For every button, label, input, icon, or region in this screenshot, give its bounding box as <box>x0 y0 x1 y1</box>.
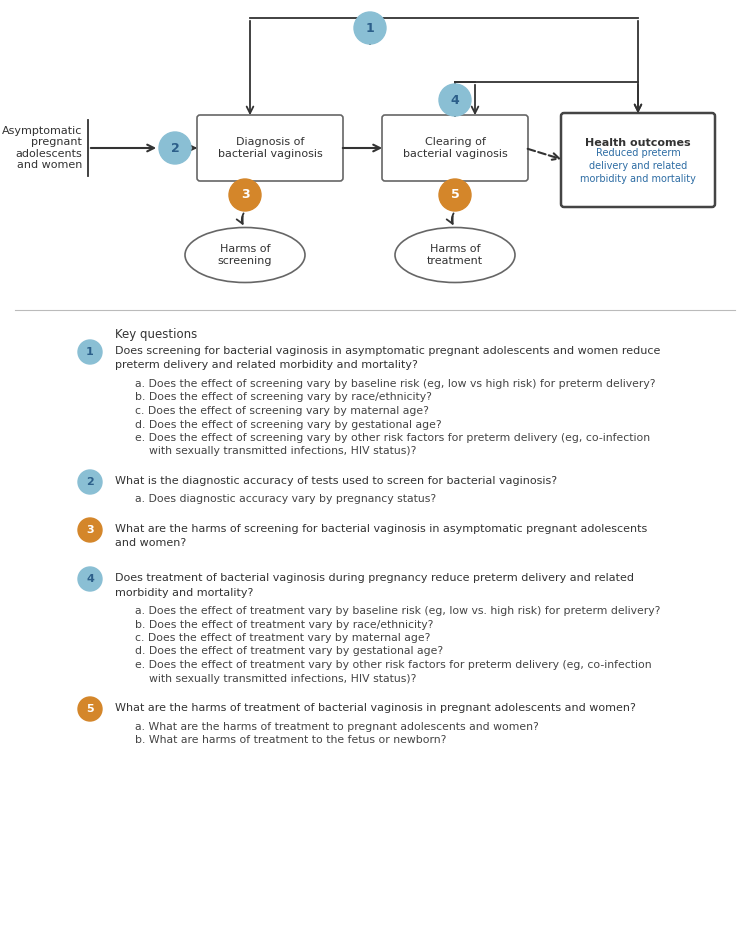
Text: b. What are harms of treatment to the fetus or newborn?: b. What are harms of treatment to the fe… <box>135 735 446 745</box>
Text: with sexually transmitted infections, HIV status)?: with sexually transmitted infections, HI… <box>135 673 416 683</box>
Text: 1: 1 <box>86 347 94 357</box>
Text: Does screening for bacterial vaginosis in asymptomatic pregnant adolescents and : Does screening for bacterial vaginosis i… <box>115 346 660 356</box>
Text: a. What are the harms of treatment to pregnant adolescents and women?: a. What are the harms of treatment to pr… <box>135 721 538 732</box>
Text: Key questions: Key questions <box>115 328 197 341</box>
Text: 1: 1 <box>366 22 374 35</box>
Text: preterm delivery and related morbidity and mortality?: preterm delivery and related morbidity a… <box>115 361 418 370</box>
Text: Asymptomatic
pregnant
adolescents
and women: Asymptomatic pregnant adolescents and wo… <box>2 126 82 171</box>
Text: What is the diagnostic accuracy of tests used to screen for bacterial vaginosis?: What is the diagnostic accuracy of tests… <box>115 476 557 486</box>
Text: Clearing of
bacterial vaginosis: Clearing of bacterial vaginosis <box>403 137 507 159</box>
Text: What are the harms of treatment of bacterial vaginosis in pregnant adolescents a: What are the harms of treatment of bacte… <box>115 703 636 713</box>
FancyBboxPatch shape <box>382 115 528 181</box>
Text: Reduced preterm
delivery and related
morbidity and mortality: Reduced preterm delivery and related mor… <box>580 148 696 184</box>
Text: Harms of
treatment: Harms of treatment <box>427 244 483 266</box>
FancyBboxPatch shape <box>561 113 715 207</box>
Text: Harms of
screening: Harms of screening <box>217 244 272 266</box>
Circle shape <box>229 179 261 211</box>
Ellipse shape <box>395 228 515 282</box>
Text: and women?: and women? <box>115 538 186 548</box>
Text: 3: 3 <box>241 189 249 201</box>
Text: b. Does the effect of treatment vary by race/ethnicity?: b. Does the effect of treatment vary by … <box>135 619 434 630</box>
Text: e. Does the effect of treatment vary by other risk factors for preterm delivery : e. Does the effect of treatment vary by … <box>135 660 652 670</box>
Circle shape <box>354 12 386 44</box>
Text: 2: 2 <box>86 477 94 487</box>
Text: 2: 2 <box>170 142 179 155</box>
Text: morbidity and mortality?: morbidity and mortality? <box>115 587 254 598</box>
Text: Does treatment of bacterial vaginosis during pregnancy reduce preterm delivery a: Does treatment of bacterial vaginosis du… <box>115 573 634 583</box>
Text: b. Does the effect of screening vary by race/ethnicity?: b. Does the effect of screening vary by … <box>135 393 432 402</box>
Text: c. Does the effect of treatment vary by maternal age?: c. Does the effect of treatment vary by … <box>135 633 430 643</box>
Text: a. Does the effect of treatment vary by baseline risk (eg, low vs. high risk) fo: a. Does the effect of treatment vary by … <box>135 606 660 616</box>
Text: 4: 4 <box>86 574 94 584</box>
Text: 5: 5 <box>451 189 459 201</box>
Text: 4: 4 <box>451 93 459 107</box>
FancyBboxPatch shape <box>197 115 343 181</box>
Circle shape <box>439 179 471 211</box>
Circle shape <box>78 470 102 494</box>
Text: Diagnosis of
bacterial vaginosis: Diagnosis of bacterial vaginosis <box>217 137 322 159</box>
Text: a. Does diagnostic accuracy vary by pregnancy status?: a. Does diagnostic accuracy vary by preg… <box>135 495 436 504</box>
Text: d. Does the effect of treatment vary by gestational age?: d. Does the effect of treatment vary by … <box>135 647 443 656</box>
Text: What are the harms of screening for bacterial vaginosis in asymptomatic pregnant: What are the harms of screening for bact… <box>115 524 647 534</box>
Text: Health outcomes: Health outcomes <box>585 138 691 148</box>
Text: with sexually transmitted infections, HIV status)?: with sexually transmitted infections, HI… <box>135 447 416 457</box>
Circle shape <box>159 132 191 164</box>
Text: a. Does the effect of screening vary by baseline risk (eg, low vs high risk) for: a. Does the effect of screening vary by … <box>135 379 656 389</box>
Circle shape <box>78 567 102 591</box>
Circle shape <box>78 697 102 721</box>
Text: c. Does the effect of screening vary by maternal age?: c. Does the effect of screening vary by … <box>135 406 429 416</box>
Circle shape <box>78 518 102 542</box>
Ellipse shape <box>185 228 305 282</box>
Text: e. Does the effect of screening vary by other risk factors for preterm delivery : e. Does the effect of screening vary by … <box>135 433 650 443</box>
Text: 5: 5 <box>86 704 94 714</box>
Circle shape <box>439 84 471 116</box>
Text: 3: 3 <box>86 525 94 535</box>
Text: d. Does the effect of screening vary by gestational age?: d. Does the effect of screening vary by … <box>135 419 442 430</box>
Circle shape <box>78 340 102 364</box>
